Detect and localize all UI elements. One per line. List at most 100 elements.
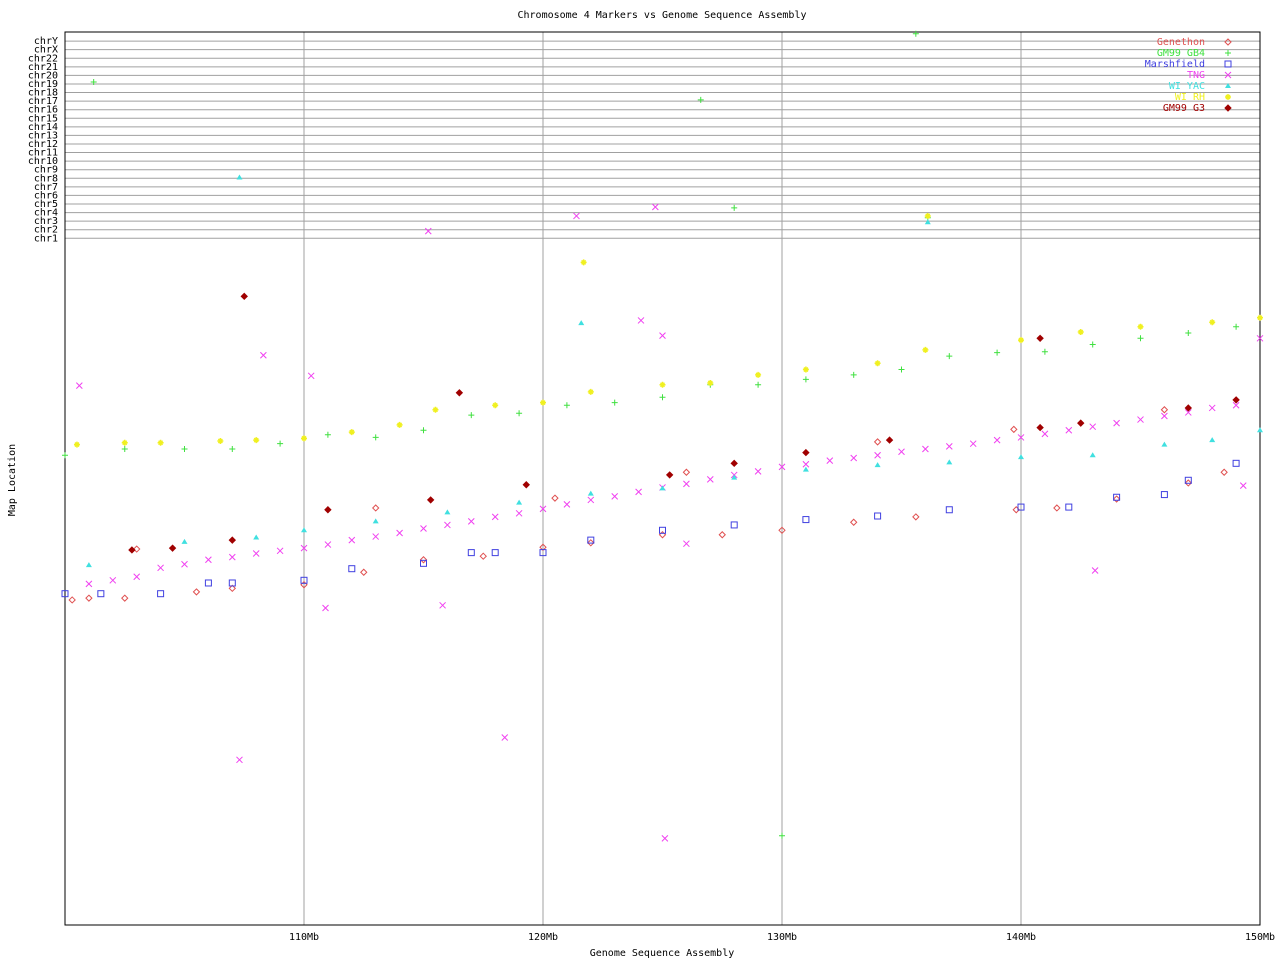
- legend-marker: [1225, 94, 1231, 100]
- data-point: [1184, 476, 1192, 484]
- data-point: [515, 509, 523, 517]
- data-point: [372, 434, 379, 441]
- data-point: [371, 504, 380, 512]
- data-point: [563, 501, 571, 508]
- data-point: [1113, 419, 1120, 427]
- data-point: [802, 466, 809, 472]
- data-point: [1077, 329, 1084, 336]
- y-tick-label: chr1: [34, 233, 58, 244]
- data-point: [1089, 452, 1096, 458]
- y-tick-label: chrX: [34, 45, 58, 56]
- data-point: [491, 513, 499, 521]
- data-point: [109, 576, 117, 584]
- data-point: [1208, 404, 1216, 412]
- data-point: [683, 540, 690, 548]
- data-point: [1232, 396, 1240, 404]
- data-point: [253, 534, 260, 540]
- data-point: [874, 462, 881, 468]
- data-point: [731, 474, 738, 480]
- data-point: [755, 371, 762, 378]
- data-point: [205, 556, 212, 564]
- data-point: [1233, 323, 1240, 330]
- data-point: [1160, 406, 1169, 414]
- data-point: [372, 518, 379, 524]
- data-point: [665, 471, 674, 479]
- y-tick-label: chr7: [34, 182, 58, 193]
- y-tick-label: chr16: [28, 105, 58, 116]
- legend-label: GM99 GB4: [1157, 48, 1205, 59]
- data-point: [1184, 479, 1193, 487]
- x-tick-label: 130Mb: [767, 932, 797, 943]
- data-point: [778, 526, 786, 535]
- data-point: [683, 480, 690, 488]
- x-tick-label: 110Mb: [289, 932, 319, 943]
- data-point: [181, 446, 188, 453]
- data-point: [260, 351, 267, 359]
- data-point: [85, 594, 93, 602]
- data-point: [587, 536, 595, 544]
- data-point: [1018, 454, 1024, 460]
- data-point: [539, 549, 547, 557]
- data-point: [659, 526, 666, 534]
- data-point: [1036, 334, 1044, 343]
- data-point: [539, 505, 547, 513]
- data-point: [969, 440, 977, 448]
- data-point: [132, 545, 141, 553]
- data-point: [1257, 314, 1263, 321]
- y-tick-label: chr8: [34, 173, 58, 184]
- data-point: [1209, 319, 1216, 326]
- data-point: [276, 547, 284, 555]
- data-point: [779, 832, 785, 839]
- data-point: [97, 590, 105, 598]
- x-tick-label: 120Mb: [528, 932, 558, 943]
- data-point: [444, 521, 451, 529]
- data-point: [300, 576, 308, 584]
- data-point: [611, 493, 619, 500]
- data-point: [912, 30, 919, 37]
- data-point: [253, 437, 260, 444]
- data-point: [573, 212, 580, 220]
- data-point: [1041, 348, 1048, 355]
- y-tick-label: chr17: [28, 96, 58, 107]
- legend-marker: [1224, 60, 1232, 68]
- data-point: [682, 468, 691, 476]
- data-point: [322, 604, 329, 612]
- data-point: [424, 227, 432, 235]
- data-point: [348, 429, 355, 436]
- data-point: [1161, 412, 1168, 420]
- data-point: [587, 539, 595, 547]
- data-point: [420, 427, 427, 434]
- data-point: [539, 543, 547, 551]
- data-point: [61, 590, 69, 598]
- data-point: [73, 441, 80, 448]
- chart-title: Chromosome 4 Markers vs Genome Sequence …: [518, 10, 807, 21]
- data-point: [850, 454, 858, 462]
- data-point: [754, 468, 762, 475]
- y-tick-label: chr19: [28, 79, 58, 90]
- data-point: [922, 445, 929, 453]
- data-point: [1185, 329, 1192, 336]
- y-tick-label: chr2: [34, 225, 58, 236]
- data-point: [501, 734, 509, 741]
- data-point: [168, 544, 177, 552]
- data-point: [229, 446, 236, 453]
- data-point: [181, 560, 188, 568]
- data-point: [659, 394, 666, 401]
- data-point: [1239, 482, 1247, 489]
- data-point: [1077, 419, 1085, 427]
- data-point: [85, 562, 92, 568]
- data-point: [419, 556, 428, 564]
- data-point: [121, 594, 129, 602]
- data-point: [121, 446, 128, 453]
- data-point: [157, 439, 164, 446]
- data-point: [236, 174, 243, 180]
- data-point: [637, 317, 645, 324]
- data-point: [1112, 495, 1121, 503]
- legend-marker: [1225, 50, 1231, 56]
- data-point: [181, 538, 188, 544]
- legend-label: WI RH: [1175, 92, 1205, 103]
- data-point: [1041, 430, 1049, 438]
- legend-label: Genethon: [1157, 37, 1205, 48]
- data-point: [420, 559, 427, 567]
